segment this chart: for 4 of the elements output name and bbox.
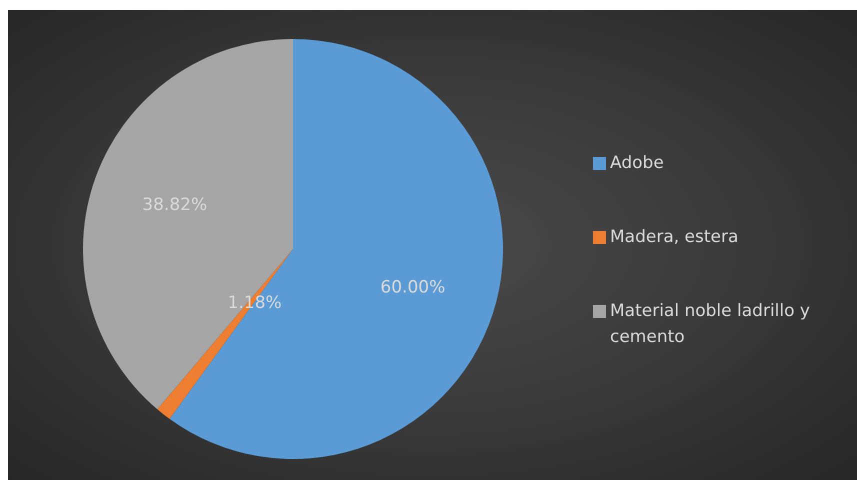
legend-label: Madera, estera bbox=[610, 226, 738, 249]
legend-label: Material noble ladrillo y cemento bbox=[610, 300, 811, 349]
legend-label: Adobe bbox=[610, 152, 664, 175]
data-label: 60.00% bbox=[380, 277, 446, 298]
